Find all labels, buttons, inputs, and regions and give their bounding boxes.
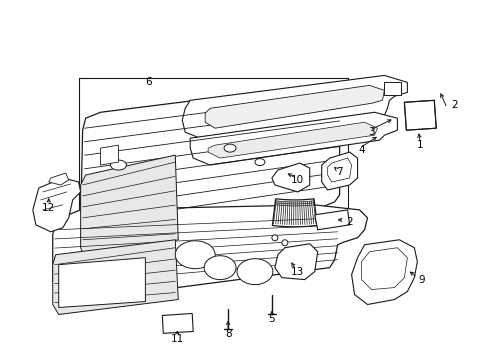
Polygon shape [182, 75, 407, 138]
Polygon shape [275, 244, 318, 280]
Polygon shape [162, 314, 193, 333]
Polygon shape [328, 158, 352, 182]
Text: 4: 4 [358, 145, 365, 155]
Text: 5: 5 [269, 314, 275, 324]
Text: 12: 12 [42, 203, 55, 213]
Text: 11: 11 [171, 334, 184, 345]
Polygon shape [81, 155, 178, 260]
Ellipse shape [255, 159, 265, 166]
Text: 2: 2 [451, 100, 458, 110]
Polygon shape [362, 248, 407, 289]
Ellipse shape [175, 241, 215, 269]
Text: 13: 13 [291, 267, 304, 276]
Polygon shape [322, 152, 358, 190]
Polygon shape [205, 85, 385, 128]
Text: 3: 3 [368, 127, 375, 137]
Circle shape [272, 235, 278, 241]
Circle shape [282, 240, 288, 246]
Polygon shape [59, 258, 146, 307]
Polygon shape [190, 112, 397, 165]
Text: 2: 2 [346, 217, 353, 227]
Text: 8: 8 [225, 329, 231, 339]
Polygon shape [81, 82, 362, 240]
Ellipse shape [204, 256, 236, 280]
Text: 6: 6 [145, 77, 152, 87]
Polygon shape [100, 145, 119, 165]
Polygon shape [315, 210, 349, 230]
Polygon shape [53, 240, 178, 315]
Polygon shape [352, 240, 417, 305]
Polygon shape [404, 100, 436, 130]
Ellipse shape [237, 259, 273, 285]
Polygon shape [33, 178, 81, 232]
Text: 10: 10 [291, 175, 304, 185]
Text: 9: 9 [418, 275, 425, 285]
Ellipse shape [111, 160, 126, 170]
Polygon shape [272, 199, 317, 227]
Polygon shape [272, 163, 310, 192]
Polygon shape [208, 122, 377, 158]
Polygon shape [385, 82, 401, 95]
Text: 1: 1 [417, 140, 424, 150]
Polygon shape [53, 205, 368, 300]
Polygon shape [49, 173, 69, 185]
Ellipse shape [280, 172, 290, 178]
Ellipse shape [224, 144, 236, 152]
Text: 7: 7 [336, 167, 343, 177]
